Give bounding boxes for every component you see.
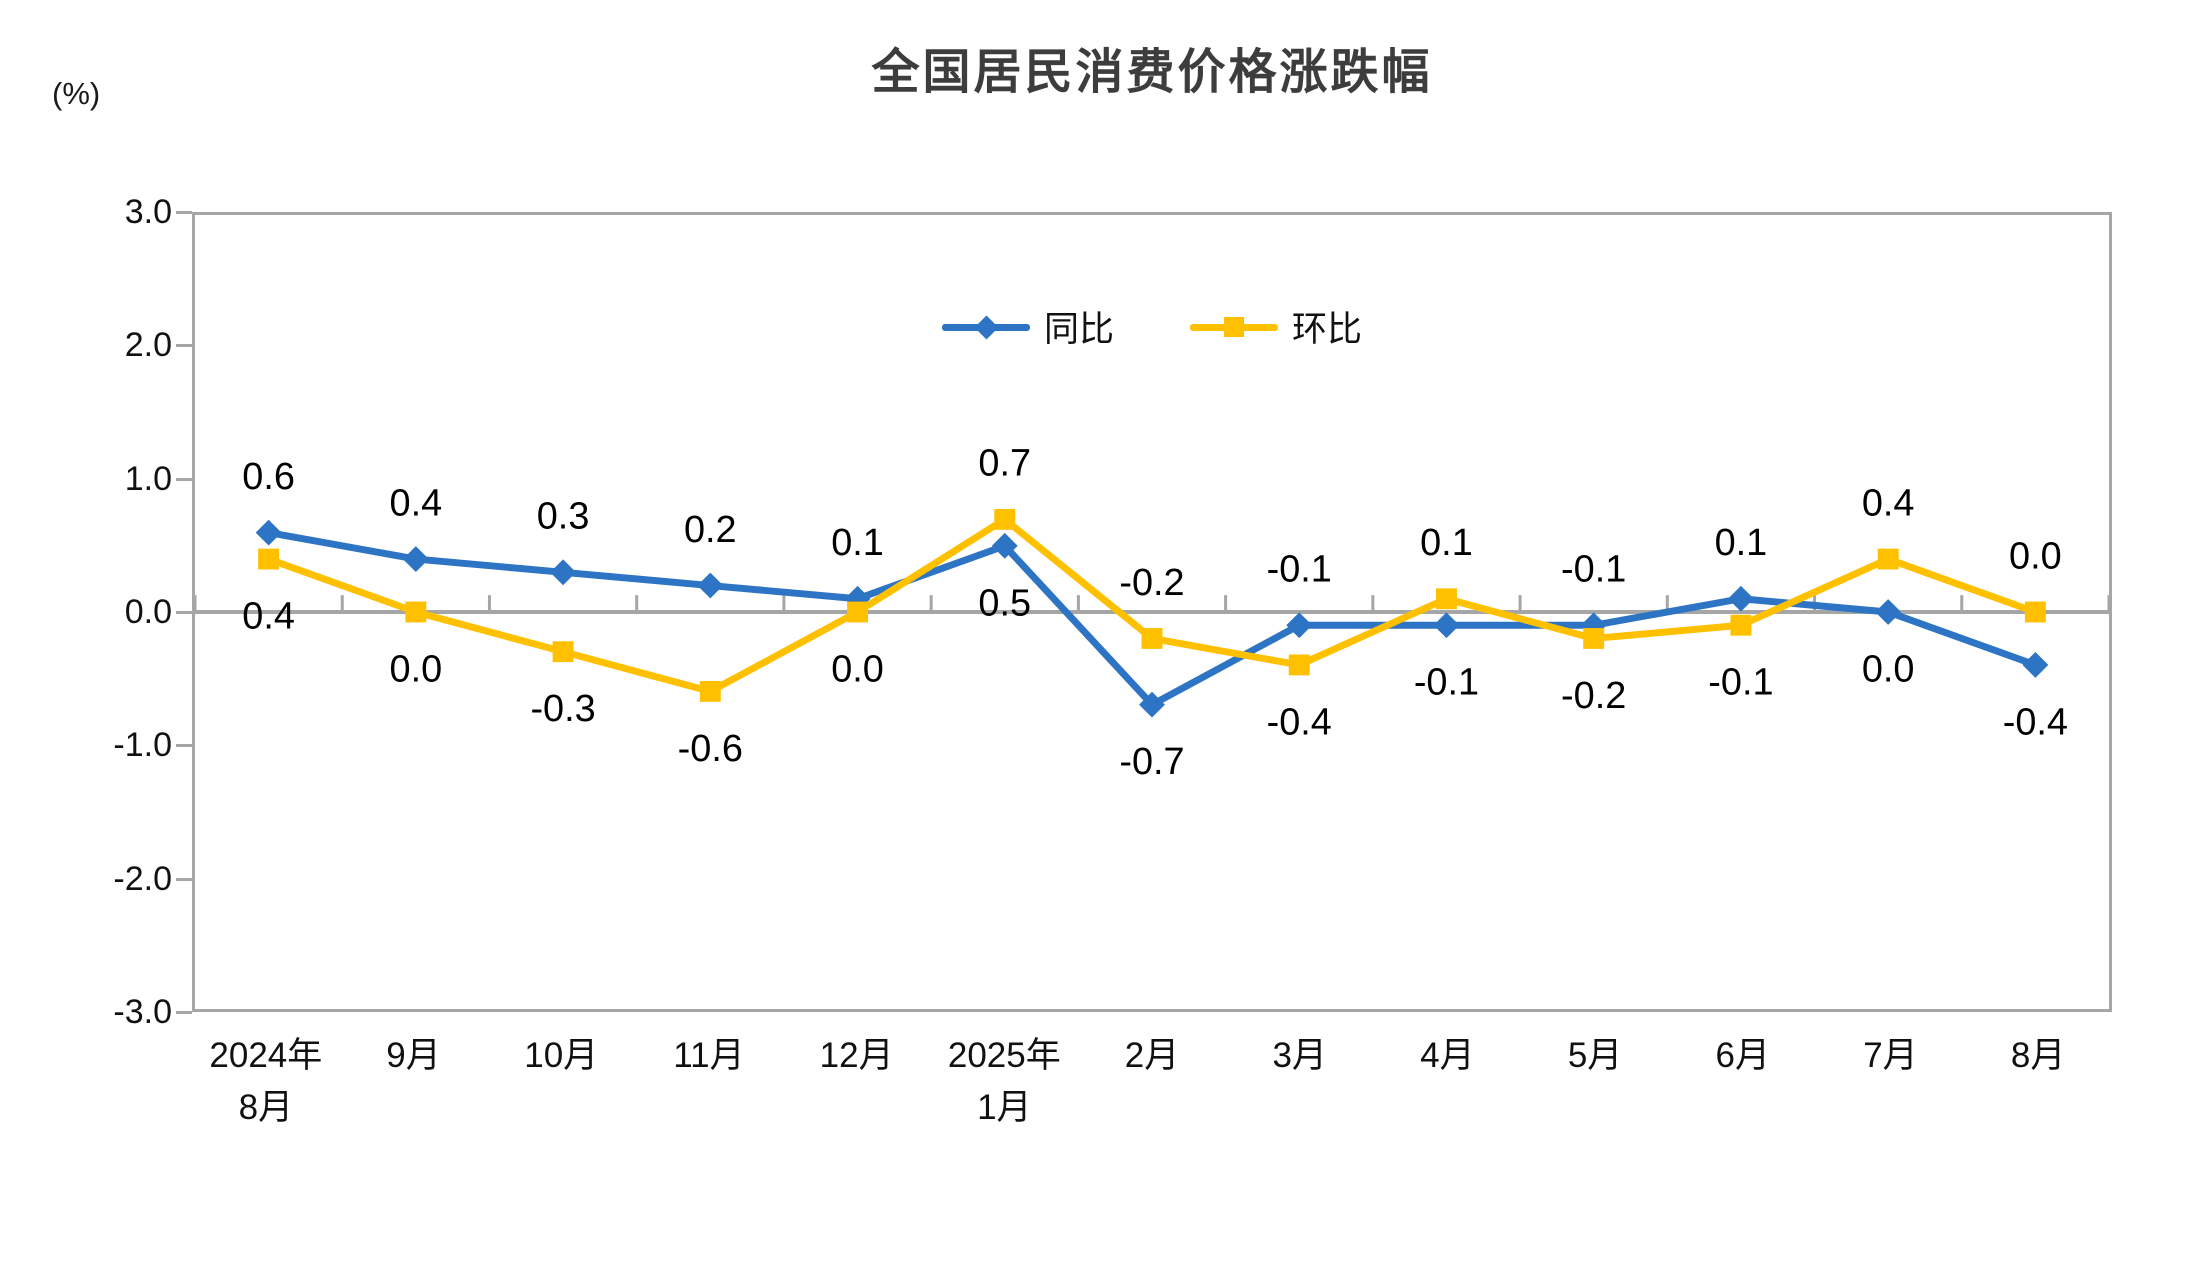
y-axis-tick [176, 344, 192, 348]
data-label-mom: 0.4 [1862, 482, 1915, 524]
data-label-yoy: 0.6 [242, 456, 295, 498]
data-label-mom: 0.4 [242, 596, 295, 638]
chart-title: 全国居民消费价格涨跌幅 [871, 46, 1433, 99]
data-label-mom: -0.4 [1267, 701, 1332, 743]
marker-square-mom [552, 641, 574, 663]
y-axis-tick-label: 1.0 [124, 459, 172, 498]
marker-diamond-yoy [402, 546, 429, 572]
x-axis-category-label: 2025年 1月 [947, 1036, 1061, 1127]
marker-diamond-yoy [1727, 585, 1754, 612]
marker-diamond-yoy [697, 572, 724, 599]
data-label-mom: 0.0 [390, 649, 443, 691]
marker-diamond-yoy [2022, 652, 2049, 678]
marker-square-mom [1435, 588, 1457, 610]
marker-square-mom [258, 548, 280, 570]
y-axis-tick-label: -1.0 [113, 726, 172, 765]
x-axis-category-label: 4月 [1420, 1036, 1475, 1075]
data-label-yoy: 0.2 [684, 509, 737, 551]
marker-square-mom [405, 601, 427, 623]
x-axis-category-label: 9月 [386, 1036, 441, 1075]
data-label-mom: -0.3 [530, 688, 595, 730]
marker-square-mom [994, 508, 1016, 530]
marker-square-mom [847, 601, 869, 623]
marker-diamond-yoy [1875, 599, 1902, 625]
x-axis-category-label: 7月 [1863, 1036, 1918, 1075]
data-label-mom: -0.2 [1561, 675, 1626, 717]
data-label-yoy: 0.1 [831, 522, 884, 564]
y-axis-tick [176, 1011, 192, 1014]
data-label-yoy: -0.1 [1267, 549, 1332, 591]
legend-item-yoy: 同比 [941, 301, 1114, 352]
y-axis-tick [176, 744, 192, 748]
data-label-mom: -0.1 [1708, 662, 1773, 704]
marker-square-mom [1583, 628, 1605, 649]
data-label-yoy: 0.5 [978, 582, 1031, 624]
legend-label-yoy: 同比 [1043, 310, 1114, 349]
x-axis-category-label: 10月 [524, 1036, 599, 1075]
data-label-yoy: 0.3 [537, 496, 590, 538]
marker-diamond-yoy [844, 585, 871, 612]
x-axis-category-label: 8月 [2010, 1036, 2066, 1075]
data-label-yoy: -0.1 [1561, 549, 1626, 591]
chart-legend: 同比 环比 [941, 301, 1362, 352]
marker-diamond-yoy [1433, 612, 1460, 639]
legend-label-mom: 环比 [1292, 310, 1363, 349]
data-label-yoy: -0.4 [2003, 701, 2068, 743]
data-label-mom: -0.2 [1119, 562, 1184, 604]
marker-diamond-yoy [1286, 612, 1313, 639]
x-axis-category-label: 3月 [1272, 1036, 1327, 1075]
data-label-yoy: 0.1 [1715, 522, 1768, 564]
marker-square-mom [1730, 614, 1752, 636]
data-label-mom: 0.1 [1420, 522, 1473, 564]
y-axis-tick [176, 877, 192, 881]
y-axis-tick-label: -2.0 [113, 859, 172, 898]
data-label-mom: 0.7 [978, 443, 1031, 485]
marker-square-mom [1877, 548, 1899, 570]
data-label-yoy: 0.4 [390, 482, 443, 524]
data-label-mom: 0.0 [2009, 535, 2062, 577]
marker-square-mom [1141, 628, 1163, 649]
y-axis-tick-label: 0.0 [124, 593, 172, 631]
marker-diamond-yoy [255, 519, 282, 546]
y-axis-tick [176, 477, 192, 481]
legend-diamond-icon [941, 314, 1030, 340]
marker-diamond-yoy [550, 559, 577, 586]
legend-square-icon [1190, 314, 1278, 340]
x-axis-category-label: 11月 [673, 1036, 745, 1075]
y-axis-tick [176, 211, 192, 214]
data-label-yoy: -0.1 [1414, 662, 1479, 704]
data-label-yoy: -0.7 [1119, 741, 1184, 783]
data-label-yoy: 0.0 [1862, 649, 1915, 691]
y-axis-tick-label: 2.0 [124, 326, 172, 365]
x-axis-category-label: 6月 [1715, 1036, 1770, 1075]
y-axis-tick [176, 611, 192, 614]
x-axis-category-label: 12月 [819, 1036, 894, 1075]
marker-square-mom [2024, 601, 2046, 623]
data-label-mom: 0.0 [831, 649, 884, 691]
y-axis-tick-label: -3.0 [113, 993, 172, 1031]
marker-square-mom [1288, 654, 1310, 676]
x-axis-category-label: 5月 [1567, 1036, 1623, 1075]
y-axis-unit-label: (%) [52, 76, 101, 111]
data-label-mom: -0.6 [678, 728, 743, 770]
legend-item-mom: 环比 [1190, 301, 1362, 352]
plot-svg: 0.6 0.4 0.3 0.2 0.1 0.5 -0.7 -0.1 -0.1 -0.1 0.1 0.0… [195, 443, 2109, 783]
plot-area: 0.6 0.4 0.3 0.2 0.1 0.5 -0.7 -0.1 -0.1 -0.1 0.1 0.0… [192, 212, 2112, 1012]
y-axis-tick-label: 3.0 [124, 193, 172, 231]
x-axis-category-label: 2月 [1124, 1036, 1180, 1075]
marker-square-mom [699, 680, 721, 702]
x-axis-category-label: 2024年 8月 [209, 1036, 323, 1127]
